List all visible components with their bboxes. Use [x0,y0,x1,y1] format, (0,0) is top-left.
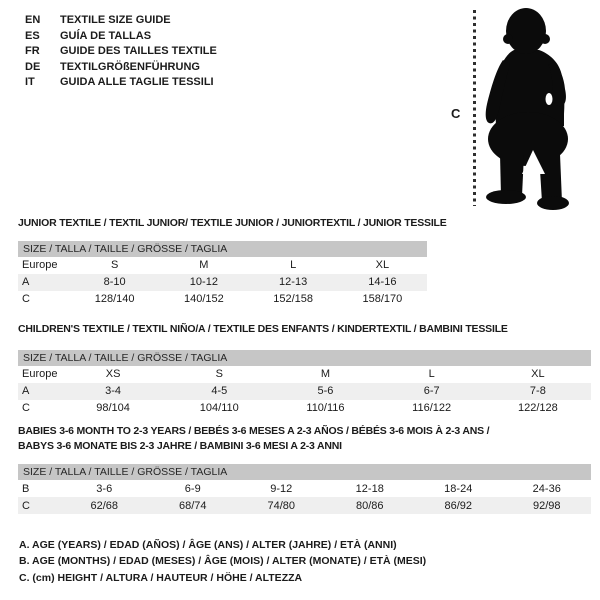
size-cell: L [290,259,297,271]
row-label: C [22,402,30,414]
size-table: B 3-6 6-9 9-12 12-18 18-24 24-36 C 62/68 68/74 74/… [18,480,591,514]
language-code: ES [25,29,40,42]
row-label: C [22,499,30,512]
table-title: JUNIOR TEXTILE / TEXTIL JUNIOR/ TEXTILE … [18,217,447,229]
guide-title: GUIDA ALLE TAGLIE TESSILI [60,76,214,89]
language-row: EN TEXTILE SIZE GUIDE [25,13,217,29]
size-cell: 62/68 [90,499,119,512]
footnote: A. AGE (YEARS) / EDAD (AÑOS) / ÂGE (ANS)… [19,539,397,551]
size-cell: 74/80 [267,499,296,512]
row-label: B [22,482,30,495]
size-cell: L [428,368,435,380]
size-cell: 18-24 [444,482,473,495]
size-cell: S [110,259,119,271]
table-header-bar: SIZE / TALLA / TAILLE / GRÖSSE / TAGLIA [18,240,427,257]
table-row: A 8-10 10-12 12-13 14-16 [18,273,427,291]
junior-size-table-section: JUNIOR TEXTILE / TEXTIL JUNIOR/ TEXTILE … [18,216,447,308]
footnote: B. AGE (MONTHS) / EDAD (MESES) / ÂGE (MO… [19,555,427,568]
size-cell: 14-16 [368,276,397,288]
size-cell: S [215,368,223,380]
toddler-silhouette [485,8,569,210]
size-cell: 92/98 [532,499,561,512]
size-cell: M [320,368,331,380]
language-row: IT GUIDA ALLE TAGLIE TESSILI [25,75,217,91]
footnotes: A. AGE (YEARS) / EDAD (AÑOS) / ÂGE (ANS)… [19,537,426,586]
table-row: C 128/140 140/152 152/158 158/170 [18,291,427,308]
size-cell: 122/128 [517,402,558,414]
footnote: C. (cm) HEIGHT / ALTURA / HAUTEUR / HÖHE… [19,571,303,584]
size-cell: 24-36 [532,482,561,495]
size-cell: XL [531,368,545,380]
language-row: DE TEXTILGRÖßENFÜHRUNG [25,60,217,76]
size-cell: 3-6 [96,482,113,495]
size-cell: 10-12 [189,276,218,288]
table-row: A 3-4 4-5 5-6 6-7 7-8 [18,382,591,400]
language-code: EN [25,14,41,26]
size-cell: 104/110 [199,402,239,414]
table-row: Europe S M L XL [18,257,427,274]
table-title-line2: BABYS 3-6 MONATE BIS 2-3 JAHRE / BAMBINI… [18,439,342,452]
table-title: CHILDREN'S TEXTILE / TEXTIL NIÑO/A / TEX… [18,323,508,335]
babies-size-table-section: BABIES 3-6 MONTH TO 2-3 YEARS / BEBÉS 3-… [18,424,591,514]
height-marker-line [473,10,476,206]
guide-title: TEXTILE SIZE GUIDE [60,14,171,26]
size-cell: 5-6 [317,385,334,397]
row-label: Europe [22,259,58,271]
size-cell: 158/170 [362,293,403,305]
size-cell: XL [375,259,390,271]
size-cell: 98/104 [96,402,130,414]
table-row: Europe XS S M L XL [18,366,591,383]
language-guide: EN TEXTILE SIZE GUIDE ES GUÍA DE TALLAS … [25,13,217,91]
size-cell: 128/140 [94,293,135,305]
language-code: DE [25,60,41,73]
size-cell: 80/86 [355,499,384,512]
size-cell: 86/92 [444,499,473,512]
size-cell: XS [105,368,121,380]
language-code: IT [25,76,35,89]
size-cell: M [199,259,209,271]
size-cell: 140/152 [183,293,224,305]
table-row: C 98/104 104/110 110/116 116/122 122/128 [18,400,591,417]
table-header-bar: SIZE / TALLA / TAILLE / GRÖSSE / TAGLIA [18,349,591,366]
size-cell: 4-5 [211,385,228,397]
guide-title: GUIDE DES TAILLES TEXTILE [60,45,217,58]
size-cell: 6-9 [184,482,201,495]
language-row: ES GUÍA DE TALLAS [25,29,217,45]
size-cell: 116/122 [412,402,452,414]
language-row: FR GUIDE DES TAILLES TEXTILE [25,44,217,60]
language-code: FR [25,45,40,58]
size-cell: 7-8 [529,385,546,397]
table-title: BABIES 3-6 MONTH TO 2-3 YEARS / BEBÉS 3-… [18,425,490,437]
row-label: A [22,385,30,397]
row-label: C [22,293,30,305]
size-cell: 3-4 [105,385,122,397]
height-marker-label: C [451,106,461,121]
table-header-bar: SIZE / TALLA / TAILLE / GRÖSSE / TAGLIA [18,464,591,480]
table-row: C 62/68 68/74 74/80 80/86 86/92 92/98 [18,497,591,514]
size-cell: 68/74 [178,499,207,512]
guide-title: GUÍA DE TALLAS [60,29,152,42]
guide-title: TEXTILGRÖßENFÜHRUNG [60,60,200,73]
row-label: Europe [22,368,58,380]
size-table: Europe S M L XL A 8-10 10-12 12-13 14-16 C 128/140 1… [18,257,427,308]
size-cell: 152/158 [273,293,313,305]
table-row: B 3-6 6-9 9-12 12-18 18-24 24-36 [18,480,591,497]
size-cell: 12-18 [355,482,384,495]
row-label: A [22,276,30,288]
children-size-table-section: CHILDREN'S TEXTILE / TEXTIL NIÑO/A / TEX… [18,322,591,417]
size-table: Europe XS S M L XL A 3-4 4-5 5-6 6-7 7-8 C 98/104 104/… [18,366,591,417]
size-cell: 6-7 [423,385,440,397]
size-cell: 8-10 [103,276,126,288]
size-cell: 110/116 [306,402,345,414]
size-cell: 12-13 [279,276,308,288]
size-cell: 9-12 [270,482,293,495]
